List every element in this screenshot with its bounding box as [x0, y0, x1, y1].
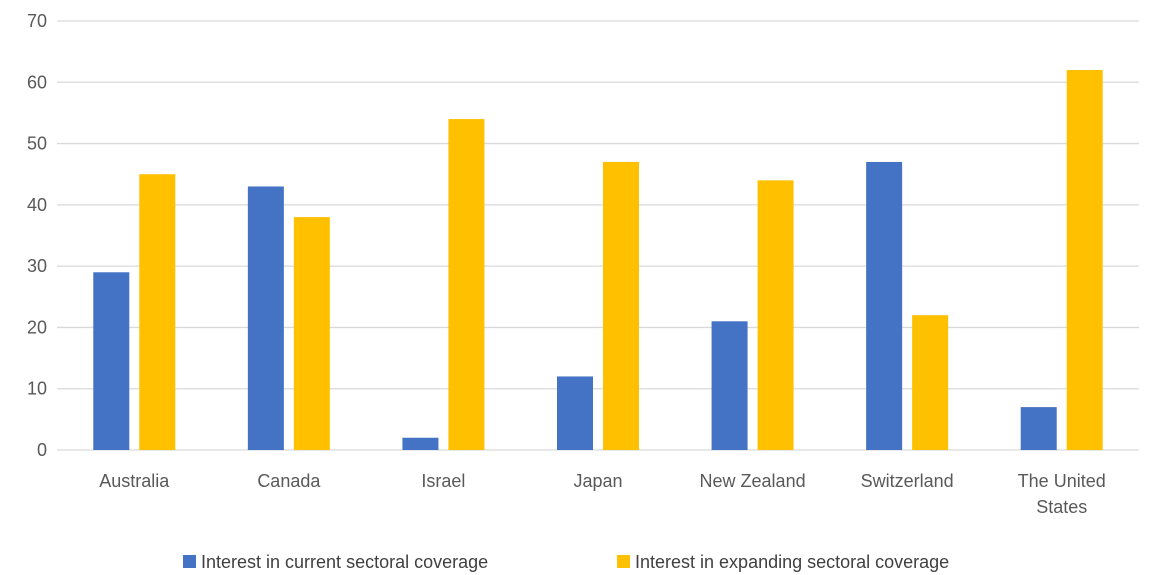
bar-current [711, 321, 748, 450]
x-category-label: Japan [573, 471, 622, 491]
bar-expanding [139, 174, 176, 450]
y-tick-label: 50 [27, 134, 47, 154]
x-category-label: Canada [257, 471, 321, 491]
y-tick-label: 20 [27, 317, 47, 337]
x-category-label: Switzerland [861, 471, 954, 491]
bar-current [557, 376, 593, 450]
legend-swatch-current [183, 555, 196, 568]
bar-current [247, 186, 284, 450]
gridlines [57, 20, 1139, 451]
bar-expanding [1066, 70, 1103, 451]
legend: Interest in current sectoral coverage In… [183, 552, 949, 572]
y-tick-label: 10 [27, 379, 47, 399]
y-tick-label: 30 [27, 256, 47, 276]
legend-swatch-expanding [617, 555, 630, 568]
y-tick-label: 0 [37, 440, 47, 460]
y-tick-label: 40 [27, 195, 47, 215]
y-axis: 0 10 20 30 40 50 60 70 [27, 11, 47, 460]
bar-expanding [912, 315, 949, 450]
y-tick-label: 70 [27, 11, 47, 31]
x-category-label: New Zealand [700, 471, 806, 491]
bar-expanding [293, 217, 330, 450]
bar-expanding [603, 161, 639, 450]
bar-expanding [757, 180, 794, 451]
x-category-label: The United States [1018, 471, 1106, 517]
bar-current [93, 272, 130, 450]
y-tick-label: 60 [27, 72, 47, 92]
bar-expanding [448, 119, 485, 451]
x-category-label: Australia [99, 471, 170, 491]
bar-current [1020, 407, 1057, 450]
x-category-label: Israel [421, 471, 465, 491]
bar-current [866, 161, 903, 450]
bar-current [402, 437, 439, 450]
legend-label-current: Interest in current sectoral coverage [201, 552, 488, 572]
bars [93, 70, 1103, 451]
legend-label-expanding: Interest in expanding sectoral coverage [635, 552, 949, 572]
x-axis: Australia Canada Israel Japan New Zealand Swi… [99, 471, 1105, 517]
